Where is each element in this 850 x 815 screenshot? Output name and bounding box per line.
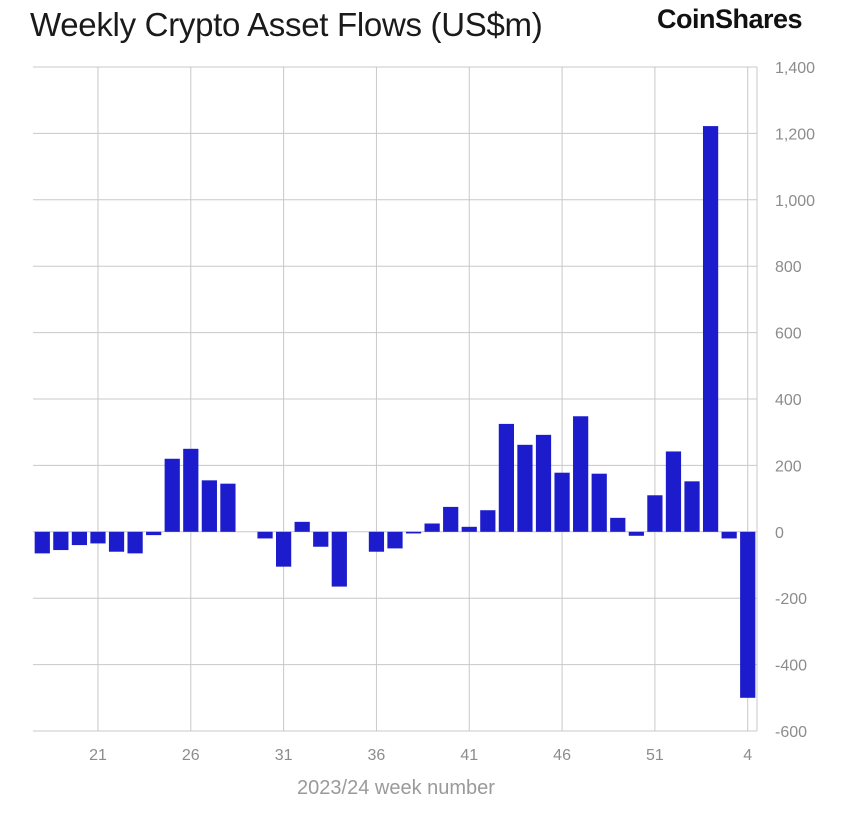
bar-week-20 (71, 531, 88, 546)
bar-week-40 (443, 506, 459, 532)
bar-week-36 (368, 531, 385, 552)
bar-week-33 (313, 531, 329, 547)
y-tick-label: 1,200 (775, 126, 815, 143)
bar-week-52 (665, 451, 682, 532)
bar-week-28 (220, 483, 236, 532)
y-tick-label: -600 (775, 724, 807, 741)
bar-week-44 (517, 444, 533, 532)
bar-week-1 (684, 481, 700, 532)
bar-week-46 (554, 472, 570, 532)
bar-week-47 (573, 416, 589, 532)
chart-title: Weekly Crypto Asset Flows (US$m) (30, 6, 543, 43)
bar-week-31 (276, 531, 292, 567)
bar-week-49 (610, 517, 626, 532)
x-axis-label: 2023/24 week number (297, 777, 495, 799)
bar-week-3 (721, 531, 737, 539)
bar-week-2 (702, 126, 719, 532)
y-tick-label: 600 (775, 326, 802, 343)
grid-lines (33, 66, 758, 732)
bar-week-18 (34, 531, 50, 554)
bar-week-48 (591, 473, 607, 532)
bar-week-34 (331, 531, 347, 587)
bar-week-22 (108, 531, 125, 552)
y-tick-label: 1,000 (775, 193, 815, 210)
bars (34, 126, 756, 698)
axis-ticks: 1,400 1,200 1,000 800 600 400 200 0 -200 -400 -600… (89, 60, 815, 764)
x-tick-label: 4 (743, 747, 752, 764)
bar-week-4 (740, 531, 756, 698)
y-tick-label: 1,400 (775, 60, 815, 77)
y-tick-label: 0 (775, 525, 784, 542)
x-tick-label: 31 (275, 747, 293, 764)
bar-week-42 (480, 510, 496, 532)
bar-week-41 (461, 526, 477, 532)
bar-week-26 (183, 448, 199, 532)
x-tick-label: 21 (89, 747, 107, 764)
x-tick-label: 51 (646, 747, 664, 764)
bar-week-19 (53, 531, 69, 551)
x-tick-label: 36 (368, 747, 386, 764)
bar-week-21 (90, 531, 106, 544)
bar-week-27 (201, 480, 217, 532)
bar-week-32 (294, 521, 310, 532)
y-tick-label: -200 (775, 591, 807, 608)
bar-week-45 (535, 434, 552, 532)
x-tick-label: 46 (553, 747, 571, 764)
y-tick-label: -400 (775, 658, 807, 675)
bar-week-50 (628, 531, 644, 536)
bar-week-23 (127, 531, 143, 554)
bar-week-24 (146, 531, 162, 536)
x-tick-label: 41 (460, 747, 478, 764)
bar-week-43 (498, 423, 514, 532)
bar-week-39 (424, 523, 440, 532)
y-tick-label: 800 (775, 259, 802, 276)
bar-week-30 (257, 531, 273, 539)
bar-week-37 (387, 531, 403, 549)
bar-week-25 (164, 458, 180, 532)
bar-week-51 (647, 495, 663, 532)
bar-week-38 (405, 531, 422, 534)
x-tick-label: 26 (182, 747, 200, 764)
y-tick-label: 200 (775, 458, 802, 475)
coinshares-logo: CoinShares (657, 4, 803, 34)
y-tick-label: 400 (775, 392, 802, 409)
